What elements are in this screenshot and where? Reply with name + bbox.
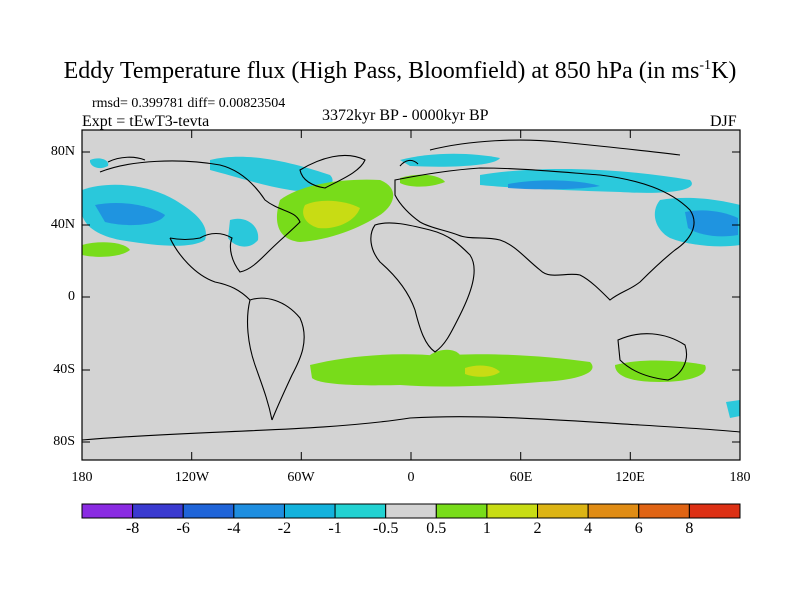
- lon-label: 180: [71, 470, 93, 485]
- colorbar-swatch: [587, 503, 640, 519]
- colorbar-swatch: [688, 503, 741, 519]
- colorbar-swatch: [385, 503, 437, 519]
- colorbar-label: -0.5: [373, 520, 399, 537]
- colorbar-label: 6: [634, 520, 643, 537]
- colorbar-swatch: [537, 503, 589, 519]
- colorbar-label: -6: [176, 520, 190, 537]
- lat-label: 40N: [50, 217, 75, 232]
- lon-label: 120E: [615, 470, 645, 485]
- strong-negative-areas: [95, 180, 738, 237]
- colorbar-label: -2: [277, 520, 292, 537]
- period-label: 3372kyr BP - 0000kyr BP: [322, 107, 489, 124]
- colorbar-swatch: [334, 503, 387, 519]
- lat-label: 40S: [53, 362, 75, 377]
- colorbar: [81, 503, 741, 519]
- colorbar-swatch: [233, 503, 285, 519]
- stats-text: rmsd= 0.399781 diff= 0.00823504: [92, 96, 286, 111]
- colorbar-label: -8: [125, 520, 140, 537]
- colorbar-swatch: [283, 503, 336, 519]
- axis-ticks: [82, 130, 740, 460]
- colorbar-label: -1: [328, 520, 342, 537]
- colorbar-label: -4: [227, 520, 241, 537]
- experiment-label: Expt = tEwT3-tevta: [82, 113, 210, 130]
- map-title: Eddy Temperature flux (High Pass, Bloomf…: [63, 58, 737, 84]
- lat-label: 80N: [50, 144, 75, 159]
- stronger-positive-areas: [303, 200, 500, 377]
- colorbar-swatch: [182, 503, 235, 519]
- coastlines: [82, 139, 740, 441]
- colorbar-swatch: [81, 503, 134, 519]
- lon-label: 180: [729, 470, 751, 485]
- colorbar-swatch: [132, 503, 184, 519]
- lon-label: 120W: [174, 470, 210, 485]
- colorbar-label: 4: [584, 520, 593, 537]
- colorbar-label: 0.5: [426, 520, 447, 537]
- colorbar-label: 8: [685, 520, 694, 537]
- colorbar-label: 1: [482, 520, 491, 537]
- lat-label: 80S: [53, 434, 75, 449]
- lon-label: 0: [407, 470, 415, 485]
- colorbar-label: 2: [533, 520, 542, 537]
- positive-anomaly-areas: [82, 174, 706, 387]
- colorbar-swatch: [486, 503, 539, 519]
- lon-label: 60W: [287, 470, 315, 485]
- lon-label: 60E: [509, 470, 533, 485]
- colorbar-swatch: [435, 503, 488, 519]
- season-label: DJF: [710, 113, 737, 130]
- colorbar-swatch: [638, 503, 690, 519]
- lat-label: 0: [68, 289, 75, 304]
